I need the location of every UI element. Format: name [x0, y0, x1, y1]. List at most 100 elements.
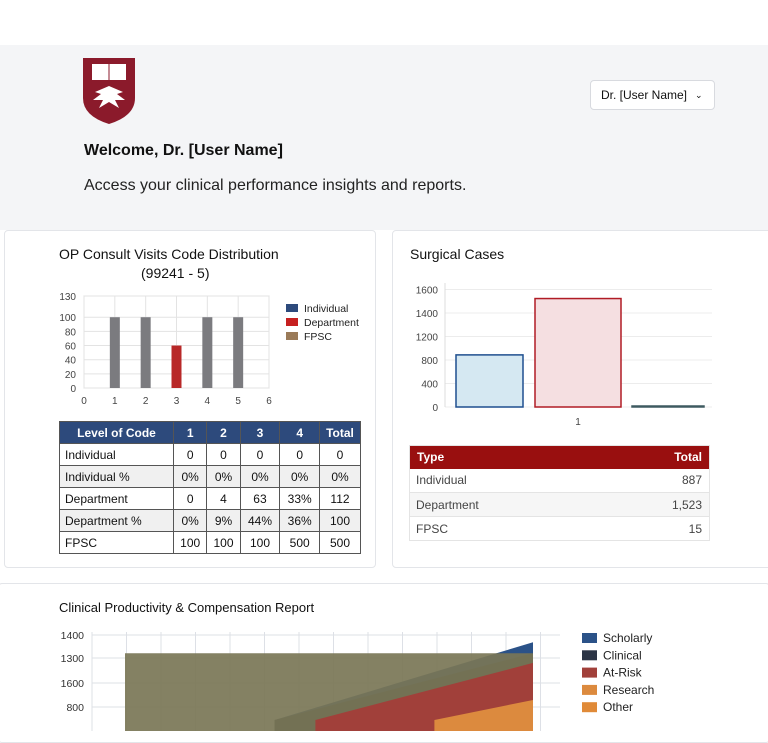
x-tick-label: 4 — [205, 396, 211, 407]
bar — [233, 317, 244, 388]
table-cell: 0% — [172, 509, 208, 532]
bar-department — [534, 297, 622, 408]
y-tick-label: 130 — [59, 292, 76, 303]
legend-swatch — [582, 702, 597, 713]
table-header-row: Type Total — [409, 445, 710, 469]
welcome-heading: Welcome, Dr. [User Name] — [84, 142, 283, 159]
productivity-title: Clinical Productivity & Compensation Rep… — [59, 600, 315, 615]
table-cell: 9% — [206, 509, 241, 532]
table-row: Department % 0% 9% 44% 36% 100 — [59, 509, 361, 532]
column-header: 3 — [239, 421, 281, 444]
table-cell: 36% — [279, 509, 320, 532]
y-tick-label: 800 — [66, 702, 84, 714]
table-row: FPSC 15 — [409, 516, 710, 541]
y-tick-label: 40 — [65, 356, 77, 367]
legend-label: Department — [304, 317, 359, 329]
university-crest-logo — [83, 58, 135, 124]
surgical-cases-chart: 0 400 800 1200 1400 1600 1 — [416, 283, 712, 428]
y-tick-label: 0 — [70, 384, 76, 395]
surgical-cases-table: Type Total Individual 887 Department 1,523 FPS… — [409, 445, 710, 541]
bar — [171, 345, 182, 388]
user-menu-dropdown[interactable]: Dr. [User Name] ⌄ — [590, 80, 715, 110]
table-row: FPSC 100 100 100 500 500 — [59, 531, 361, 554]
table-cell: FPSC — [59, 531, 174, 554]
legend-label: Research — [603, 683, 654, 697]
legend-label: At-Risk — [603, 666, 643, 680]
y-tick-label: 1600 — [61, 678, 85, 690]
legend-swatch — [286, 304, 298, 312]
table-cell: 500 — [279, 531, 320, 554]
y-tick-label: 800 — [421, 356, 438, 367]
bar-fpsc — [631, 405, 705, 408]
column-header: Type — [409, 445, 557, 469]
legend-label: FPSC — [304, 331, 332, 343]
x-tick-label: 6 — [266, 396, 272, 407]
table-cell: Department % — [59, 509, 174, 532]
y-tick-label: 1600 — [416, 286, 439, 297]
table-cell: 887 — [556, 468, 710, 493]
x-tick-label: 2 — [143, 396, 149, 407]
table-cell: 0% — [206, 465, 241, 488]
legend-label: Clinical — [603, 648, 642, 662]
y-tick-label: 80 — [65, 327, 77, 338]
table-cell: 500 — [319, 531, 361, 554]
table-cell: Department — [409, 492, 557, 517]
legend-swatch — [286, 332, 298, 340]
table-row: Individual 887 — [409, 468, 710, 493]
legend-swatch — [582, 650, 597, 661]
legend-swatch — [582, 633, 597, 643]
x-tick-label: 3 — [174, 396, 180, 407]
column-header: Level of Code — [59, 421, 174, 444]
table-row: Department 0 4 63 33% 112 — [59, 487, 361, 510]
table-cell: 100 — [172, 531, 208, 554]
y-tick-label: 1300 — [61, 653, 85, 665]
column-header: 2 — [206, 421, 241, 444]
bar — [202, 317, 213, 388]
y-tick-label: 100 — [59, 313, 76, 324]
x-tick-label: 0 — [81, 396, 87, 407]
x-tick-label: 5 — [235, 396, 241, 407]
table-cell: 15 — [556, 516, 710, 541]
y-tick-label: 1400 — [416, 309, 439, 320]
y-tick-label: 0 — [432, 403, 438, 414]
legend-swatch — [286, 318, 298, 326]
table-cell: 100 — [319, 509, 361, 532]
table-cell: Individual — [409, 468, 557, 493]
y-tick-label: 60 — [65, 342, 77, 353]
area-research — [434, 699, 533, 731]
y-tick-label: 400 — [421, 380, 438, 391]
table-cell: Department — [59, 487, 174, 510]
table-cell: 0% — [319, 465, 361, 488]
legend-label: Individual — [304, 303, 348, 315]
table-row: Individual 0 0 0 0 0 — [59, 443, 361, 466]
table-cell: 100 — [239, 531, 281, 554]
column-header: 1 — [172, 421, 208, 444]
bar — [140, 317, 151, 388]
bar — [109, 317, 120, 388]
y-tick-label: 20 — [65, 370, 77, 381]
op-consult-table: Level of Code 1 2 3 4 Total Individual 0 0 0 0 0 Ind… — [59, 421, 361, 554]
welcome-subtitle: Access your clinical performance insight… — [84, 177, 467, 194]
op-consult-subtitle: (99241 - 5) — [141, 265, 210, 281]
x-tick-label: 1 — [575, 417, 581, 428]
bar-individual — [455, 354, 524, 408]
table-cell: 33% — [279, 487, 320, 510]
table-header-row: Level of Code 1 2 3 4 Total — [59, 421, 361, 444]
table-cell: 100 — [206, 531, 241, 554]
legend-label: Other — [603, 700, 633, 714]
x-tick-label: 1 — [112, 396, 118, 407]
y-tick-label: 1400 — [61, 630, 85, 642]
op-consult-title: OP Consult Visits Code Distribution — [59, 246, 279, 262]
y-tick-label: 1200 — [416, 333, 439, 344]
column-header: Total — [319, 421, 361, 444]
table-cell: FPSC — [409, 516, 557, 541]
table-row: Department 1,523 — [409, 492, 710, 517]
table-row: Individual % 0% 0% 0% 0% 0% — [59, 465, 361, 488]
legend-swatch — [582, 667, 597, 678]
op-consult-chart: 0 20 40 60 80 100 130 0 1 2 3 4 5 6 Individual Departme… — [59, 292, 359, 407]
legend-swatch — [582, 684, 597, 695]
column-header: 4 — [279, 421, 320, 444]
table-cell: 1,523 — [556, 492, 710, 517]
legend-label: Scholarly — [603, 631, 652, 645]
column-header: Total — [556, 445, 710, 469]
